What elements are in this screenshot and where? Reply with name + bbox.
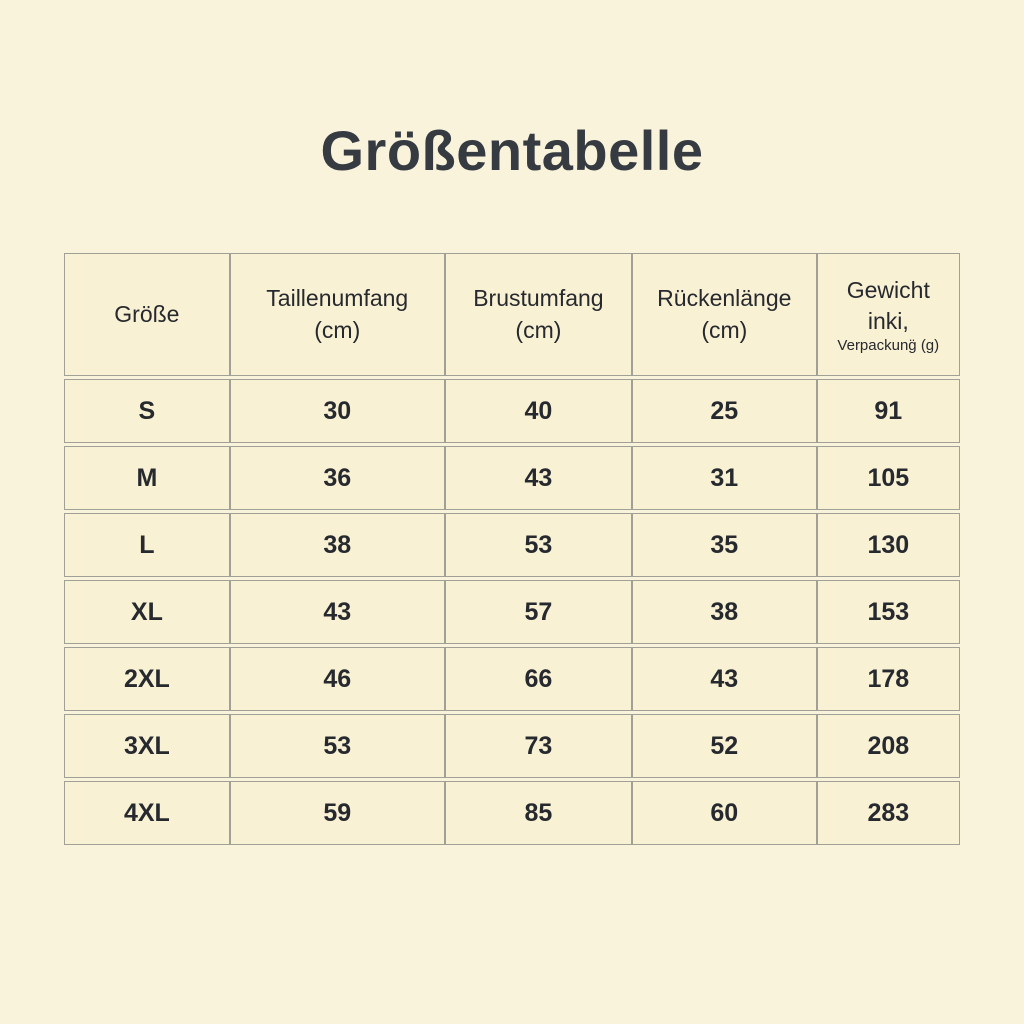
value-cell: 40 bbox=[444, 379, 633, 443]
table-row: XL 43 57 38 153 bbox=[64, 580, 960, 644]
table-row: 2XL 46 66 43 178 bbox=[64, 647, 960, 711]
size-cell: 2XL bbox=[64, 647, 230, 711]
header-row: Größe Taillenumfang (cm) Brustumfang (cm… bbox=[64, 253, 960, 376]
value-cell: 25 bbox=[632, 379, 817, 443]
value-cell: 52 bbox=[632, 714, 817, 778]
header-unit: (cm) bbox=[701, 316, 748, 343]
header-label: Taillenumfang bbox=[266, 285, 409, 312]
col-header-taillenumfang: Taillenumfang (cm) bbox=[229, 253, 445, 376]
size-table: Größe Taillenumfang (cm) Brustumfang (cm… bbox=[64, 250, 960, 848]
value-cell: 66 bbox=[444, 647, 633, 711]
size-cell: 3XL bbox=[64, 714, 230, 778]
value-cell: 43 bbox=[444, 446, 633, 510]
value-cell: 105 bbox=[816, 446, 960, 510]
table-row: 4XL 59 85 60 283 bbox=[64, 781, 960, 845]
col-header-brustumfang: Brustumfang (cm) bbox=[444, 253, 633, 376]
value-cell: 35 bbox=[632, 513, 817, 577]
size-cell: S bbox=[64, 379, 230, 443]
value-cell: 59 bbox=[229, 781, 445, 845]
header-label: Gewicht bbox=[846, 276, 930, 303]
col-header-groesse: Größe bbox=[64, 253, 230, 376]
value-cell: 283 bbox=[816, 781, 960, 845]
value-cell: 85 bbox=[444, 781, 633, 845]
col-header-rueckenlaenge: Rückenlänge (cm) bbox=[632, 253, 817, 376]
size-table-container: Größe Taillenumfang (cm) Brustumfang (cm… bbox=[64, 250, 960, 848]
value-cell: 178 bbox=[816, 647, 960, 711]
value-cell: 46 bbox=[229, 647, 445, 711]
value-cell: 53 bbox=[444, 513, 633, 577]
value-cell: 43 bbox=[229, 580, 445, 644]
header-label: Größe bbox=[114, 300, 180, 327]
size-cell: L bbox=[64, 513, 230, 577]
value-cell: 73 bbox=[444, 714, 633, 778]
value-cell: 57 bbox=[444, 580, 633, 644]
page-title: Größentabelle bbox=[320, 119, 704, 182]
header-label: Rückenlänge bbox=[657, 285, 792, 312]
value-cell: 43 bbox=[632, 647, 817, 711]
col-header-gewicht: Gewicht inki, Verpackung̈ (g) bbox=[816, 253, 960, 376]
header-unit: (cm) bbox=[515, 316, 562, 343]
value-cell: 130 bbox=[816, 513, 960, 577]
table-row: 3XL 53 73 52 208 bbox=[64, 714, 960, 778]
value-cell: 208 bbox=[816, 714, 960, 778]
value-cell: 153 bbox=[816, 580, 960, 644]
value-cell: 31 bbox=[632, 446, 817, 510]
header-unit: (cm) bbox=[314, 316, 361, 343]
value-cell: 91 bbox=[816, 379, 960, 443]
value-cell: 36 bbox=[229, 446, 445, 510]
table-row: S 30 40 25 91 bbox=[64, 379, 960, 443]
header-label: inki, bbox=[867, 307, 909, 334]
value-cell: 38 bbox=[632, 580, 817, 644]
size-cell: 4XL bbox=[64, 781, 230, 845]
size-cell: M bbox=[64, 446, 230, 510]
size-cell: XL bbox=[64, 580, 230, 644]
table-row: L 38 53 35 130 bbox=[64, 513, 960, 577]
header-sublabel: Verpackung̈ (g) bbox=[837, 336, 940, 354]
value-cell: 30 bbox=[229, 379, 445, 443]
value-cell: 38 bbox=[229, 513, 445, 577]
value-cell: 53 bbox=[229, 714, 445, 778]
header-label: Brustumfang bbox=[473, 285, 604, 312]
table-row: M 36 43 31 105 bbox=[64, 446, 960, 510]
value-cell: 60 bbox=[632, 781, 817, 845]
